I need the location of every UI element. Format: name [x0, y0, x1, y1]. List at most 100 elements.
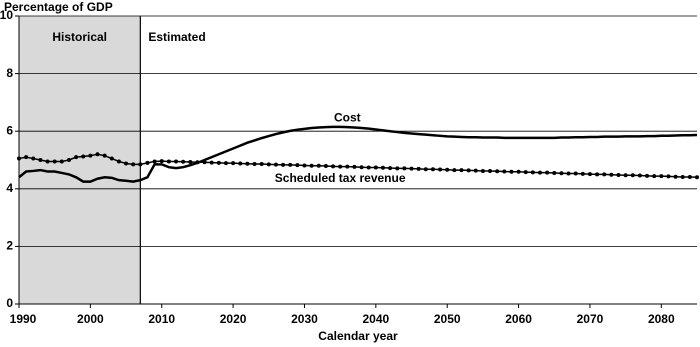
series-marker [331, 164, 336, 169]
series-marker [623, 173, 628, 178]
series-marker [659, 174, 664, 179]
series-marker [666, 174, 671, 179]
series-marker [231, 161, 236, 166]
x-tick-label: 2020 [220, 312, 247, 326]
series-marker [445, 167, 450, 172]
series-marker [38, 158, 43, 162]
series-marker [395, 166, 400, 171]
x-tick-label: 2030 [291, 312, 318, 326]
y-tick-label: 10 [0, 8, 13, 22]
series-marker [402, 166, 407, 171]
series-marker [188, 160, 193, 165]
series-marker [502, 169, 507, 174]
series-marker [495, 169, 500, 174]
y-tick-label: 8 [6, 66, 13, 80]
series-marker [409, 166, 414, 171]
series-marker [181, 159, 186, 164]
series-marker [552, 170, 557, 175]
series-marker [266, 162, 271, 167]
series-marker [66, 158, 71, 162]
series-marker [124, 161, 129, 166]
series-marker [595, 172, 600, 177]
series-marker [673, 174, 678, 179]
series-marker [652, 174, 657, 179]
series-marker [31, 156, 36, 161]
series-marker [459, 168, 464, 173]
series-marker [166, 159, 171, 164]
series-marker [516, 169, 521, 174]
series-marker [131, 162, 136, 167]
series-marker [630, 173, 635, 178]
series-marker [295, 163, 300, 168]
series-marker [109, 156, 114, 161]
series-marker [338, 164, 343, 169]
series-marker [580, 171, 585, 176]
series-marker [559, 171, 564, 176]
series-marker [309, 163, 314, 168]
series-marker [466, 168, 471, 173]
x-tick-label: 2050 [434, 312, 461, 326]
x-tick-label: 2060 [505, 312, 532, 326]
series-marker [687, 174, 692, 179]
series-marker [209, 160, 214, 165]
series-marker [238, 161, 243, 166]
series-marker [380, 165, 385, 170]
x-tick-label: 2070 [577, 312, 604, 326]
series-marker [88, 153, 93, 158]
series-marker [174, 159, 179, 164]
series-marker [523, 170, 528, 175]
series-marker [388, 166, 393, 171]
series-marker [695, 175, 699, 180]
series-marker [52, 159, 57, 164]
series-marker [345, 164, 350, 169]
series-marker [216, 160, 221, 165]
series-marker [138, 162, 143, 167]
series-marker [323, 164, 328, 169]
series-marker [102, 153, 107, 158]
series-marker [488, 168, 493, 173]
x-tick-label: 2040 [362, 312, 389, 326]
series-marker [359, 165, 364, 170]
x-tick-label: 2080 [648, 312, 675, 326]
x-tick-label: 2000 [77, 312, 104, 326]
series-marker [45, 159, 50, 164]
series-marker [316, 163, 321, 168]
series-label: Cost [334, 110, 361, 124]
series-marker [273, 162, 278, 167]
series-marker [545, 170, 550, 175]
series-marker [366, 165, 371, 170]
series-marker [416, 166, 421, 171]
series-label: Scheduled tax revenue [275, 171, 406, 185]
series-line [18, 125, 698, 183]
series-marker [637, 173, 642, 178]
series-marker [259, 162, 264, 167]
series-marker [17, 156, 21, 161]
series-marker [288, 162, 293, 167]
series-marker [74, 155, 79, 160]
series-marker [573, 171, 578, 176]
series-marker [95, 152, 100, 157]
series-marker [473, 168, 478, 173]
series-marker [145, 160, 150, 165]
series-marker [480, 168, 485, 173]
series-marker [537, 170, 542, 175]
series-marker [159, 159, 164, 164]
series-marker [609, 172, 614, 177]
series-marker [587, 172, 592, 177]
y-axis-label: Percentage of GDP [4, 0, 113, 14]
series-marker [602, 172, 607, 177]
series-marker [452, 168, 457, 173]
y-tick-label: 4 [6, 181, 13, 195]
y-tick-label: 6 [6, 123, 13, 137]
region-label: Historical [52, 30, 107, 44]
series-marker [116, 159, 121, 164]
series-marker [202, 160, 207, 165]
x-axis-label: Calendar year [318, 329, 398, 343]
series-marker [616, 172, 621, 177]
x-tick-label: 2010 [148, 312, 175, 326]
series-marker [680, 174, 685, 179]
series-marker [281, 162, 286, 167]
series-marker [530, 170, 535, 175]
x-tick-label: 1990 [10, 312, 37, 326]
